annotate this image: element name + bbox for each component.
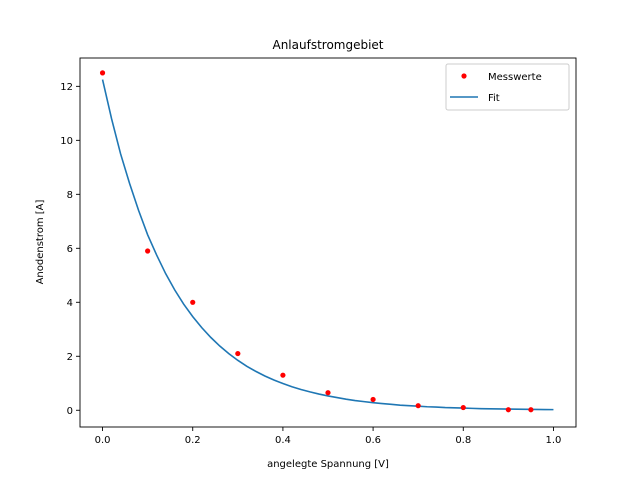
legend-label-messwerte: Messwerte <box>488 72 542 83</box>
y-tick-label: 6 <box>67 244 73 255</box>
x-tick-label: 0.6 <box>365 435 381 446</box>
x-axis-label: angelegte Spannung [V] <box>267 459 389 470</box>
data-point <box>325 390 331 396</box>
x-tick-label: 0.4 <box>275 435 291 446</box>
chart-title: Anlaufstromgebiet <box>272 38 383 52</box>
data-point <box>190 299 196 305</box>
y-axis-label: Anodenstrom [A] <box>35 199 46 284</box>
data-point <box>235 350 241 357</box>
data-point <box>280 372 286 378</box>
y-tick-label: 2 <box>67 352 73 363</box>
legend-label-fit: Fit <box>488 93 500 104</box>
data-point <box>145 248 151 254</box>
data-point <box>99 70 106 76</box>
x-tick-label: 0.0 <box>95 435 111 446</box>
axes-frame <box>79 57 577 428</box>
axes: 0.0 0.2 0.4 0.6 0.8 1.0 0 2 4 6 8 10 12 <box>60 57 577 446</box>
series-line-fit <box>101 79 554 411</box>
legend-box <box>445 63 570 111</box>
y-tick-label: 4 <box>67 298 73 309</box>
data-point <box>505 407 511 413</box>
legend: Messwerte Fit <box>445 63 570 111</box>
y-tick-label: 0 <box>67 406 73 417</box>
y-tick-label: 8 <box>67 190 73 201</box>
data-point <box>528 407 534 413</box>
legend-marker-messwerte <box>461 73 467 79</box>
x-tick-label: 0.8 <box>455 435 471 446</box>
plot-area <box>99 70 554 413</box>
data-point <box>460 404 466 411</box>
y-tick-label: 12 <box>60 82 73 93</box>
data-point <box>415 403 421 409</box>
x-tick-label: 0.2 <box>185 435 201 446</box>
x-tick-label: 1.0 <box>546 435 562 446</box>
y-tick-label: 10 <box>60 136 73 147</box>
data-point <box>370 396 376 403</box>
